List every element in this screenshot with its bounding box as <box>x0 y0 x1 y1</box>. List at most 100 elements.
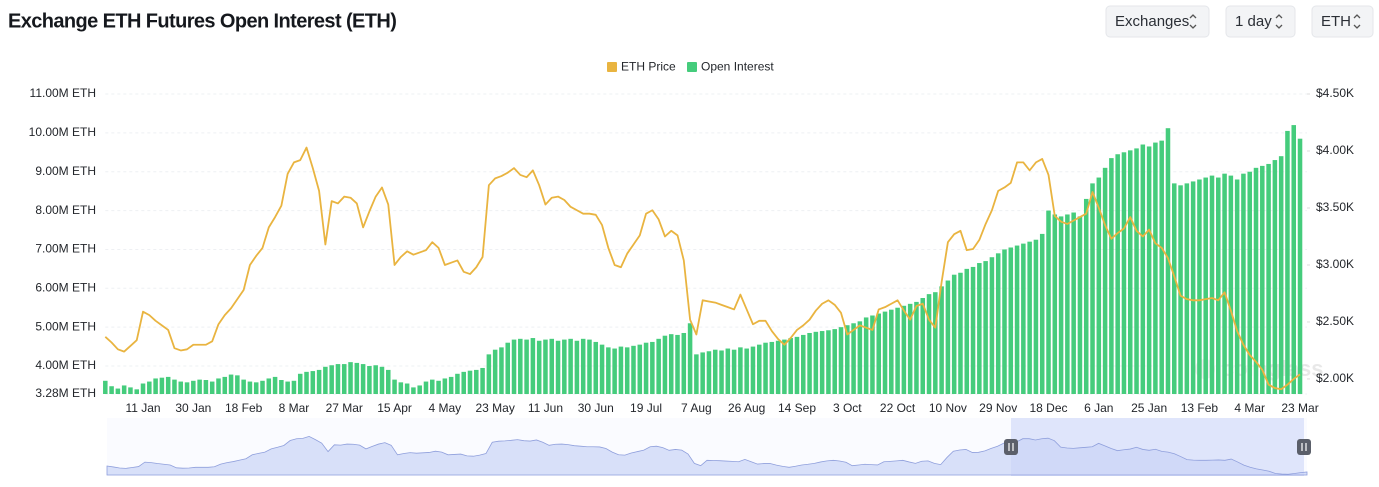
bar <box>662 335 668 394</box>
x-tick-label: 13 Feb <box>1181 401 1219 415</box>
bar <box>907 303 913 394</box>
bar <box>788 338 793 394</box>
bar <box>989 257 995 394</box>
bar <box>329 365 334 394</box>
bar <box>983 261 988 394</box>
bar <box>863 317 869 394</box>
handle-box <box>1004 439 1018 455</box>
bar <box>1297 138 1303 394</box>
bar <box>1071 212 1076 394</box>
bar <box>1178 185 1183 394</box>
bar <box>694 354 699 394</box>
bar <box>1096 177 1102 394</box>
bar <box>266 378 272 394</box>
x-tick-label: 7 Aug <box>681 401 712 415</box>
legend-swatch <box>687 62 697 72</box>
x-tick-label: 18 Dec <box>1029 401 1067 415</box>
bar <box>235 375 240 394</box>
bar <box>247 381 253 394</box>
bar <box>870 315 875 394</box>
bar <box>536 340 542 394</box>
dropdown-chevron <box>1189 14 1197 29</box>
bar <box>1190 181 1196 394</box>
x-tick-label: 4 Mar <box>1234 401 1265 415</box>
bar <box>304 371 309 394</box>
bar <box>876 313 881 394</box>
bar <box>731 349 737 394</box>
bar <box>486 354 492 394</box>
x-tick-label: 27 Mar <box>326 401 363 415</box>
bar <box>360 364 366 394</box>
dropdown[interactable]: 1 day <box>1225 5 1296 38</box>
bar <box>1222 173 1227 394</box>
bar <box>153 378 158 394</box>
y-tick-label: 8.00M ETH <box>35 203 96 217</box>
bar <box>165 376 171 394</box>
bar <box>618 346 624 394</box>
bar <box>1039 233 1045 394</box>
bar <box>562 339 567 394</box>
bar <box>404 383 410 394</box>
y-tick-label: 4.00M ETH <box>35 358 96 372</box>
bar <box>838 327 844 394</box>
bar <box>845 325 850 394</box>
bar <box>826 330 831 394</box>
y2-tick-label: $3.00K <box>1316 257 1354 271</box>
bar <box>367 366 372 394</box>
bar <box>1127 150 1133 394</box>
bar <box>555 340 561 394</box>
bar <box>700 352 705 394</box>
bar <box>184 382 190 394</box>
bar <box>939 286 944 394</box>
bar <box>656 338 661 394</box>
dropdown[interactable]: ETH <box>1311 5 1374 38</box>
bar <box>819 331 825 394</box>
bar <box>1014 245 1020 394</box>
bar <box>272 376 278 394</box>
dropdown-label: Exchanges <box>1115 13 1189 30</box>
bar <box>1266 163 1271 394</box>
bar <box>606 347 611 394</box>
bar <box>1134 148 1139 394</box>
y2-tick-label: $3.50K <box>1316 200 1354 214</box>
bar <box>423 381 429 394</box>
bar <box>1115 154 1120 394</box>
x-tick-label: 29 Nov <box>979 401 1017 415</box>
bar <box>297 373 303 394</box>
legend-label: Open Interest <box>701 60 774 74</box>
bar <box>1052 214 1058 394</box>
bar <box>687 323 693 394</box>
bar <box>725 348 731 394</box>
bar <box>1172 183 1177 394</box>
dropdown[interactable]: Exchanges <box>1105 5 1210 38</box>
x-tick-label: 30 Jun <box>578 401 614 415</box>
legend-swatch <box>607 62 617 72</box>
bar <box>1102 167 1108 394</box>
bar <box>549 338 555 394</box>
bar <box>543 339 548 394</box>
bar <box>1121 152 1127 394</box>
x-tick-label: 18 Feb <box>225 401 263 415</box>
bar <box>568 338 573 394</box>
bar <box>593 341 599 394</box>
bar <box>643 342 649 394</box>
x-tick-label: 6 Jan <box>1084 401 1113 415</box>
dropdown-box <box>1225 5 1296 38</box>
bar <box>1058 216 1064 394</box>
bar <box>474 369 479 394</box>
bar <box>807 332 812 394</box>
navigator-handle[interactable] <box>1297 439 1311 455</box>
bar <box>134 389 140 394</box>
bar <box>970 266 976 394</box>
y2-tick-label: $4.50K <box>1316 86 1354 100</box>
bar <box>744 348 749 394</box>
bar <box>1008 247 1014 394</box>
bar <box>964 268 970 394</box>
bar <box>1197 179 1202 394</box>
bar <box>769 341 775 394</box>
navigator-handle[interactable] <box>1004 439 1018 455</box>
bar <box>889 309 894 394</box>
bar <box>1021 243 1026 394</box>
bar <box>499 347 504 394</box>
bar <box>926 294 932 394</box>
